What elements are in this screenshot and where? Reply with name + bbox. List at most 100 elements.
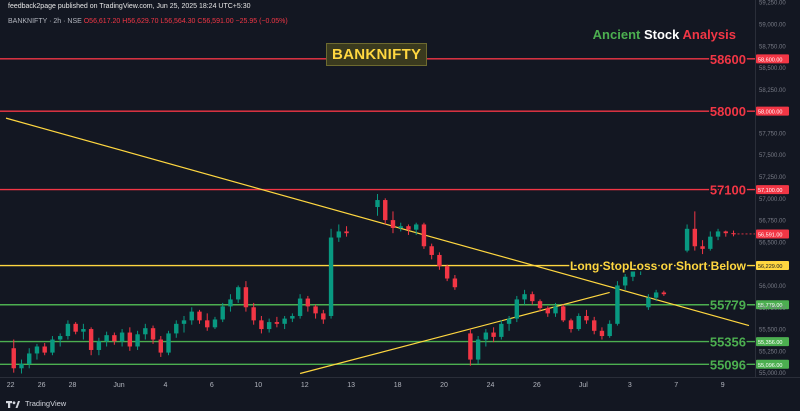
x-tick-label: 4 — [163, 382, 167, 389]
symbol-name: BANKNIFTY · 2h · NSE — [8, 18, 82, 25]
x-tick-label: 18 — [394, 382, 402, 389]
resistance-58000-badge — [756, 106, 789, 116]
y-tick-label: 58,500.00 — [759, 66, 786, 72]
candle-body — [375, 200, 380, 208]
candle-body — [406, 226, 411, 230]
y-tick-label: 57,750.00 — [759, 131, 786, 137]
resistance-58600-label: 58600 — [710, 52, 746, 67]
candle-body — [42, 346, 47, 353]
y-tick-label: 55,000.00 — [759, 371, 786, 377]
support-55356-label: 55356 — [710, 335, 746, 350]
candle-body — [622, 276, 628, 286]
brand-word-3: Analysis — [682, 27, 736, 42]
x-tick-label: 3 — [628, 382, 632, 389]
candle-body — [336, 231, 342, 238]
candle-body — [328, 237, 334, 316]
candle-body — [251, 307, 256, 321]
current-price-badge — [756, 229, 789, 239]
candle-body — [96, 341, 102, 350]
tradingview-logo-text: TradingView — [24, 399, 67, 408]
ohlc-values: O56,617.20 H56,629.70 L56,564.30 C56,591… — [83, 18, 288, 25]
candle-body — [468, 333, 473, 360]
candle-body — [166, 333, 171, 353]
candle-body — [228, 299, 233, 307]
candle-body — [297, 298, 303, 316]
candle-body — [313, 306, 318, 314]
candle-body — [290, 315, 295, 319]
y-tick-label: 57,250.00 — [759, 175, 786, 181]
candle-body — [73, 323, 78, 332]
tradingview-logo-icon — [6, 400, 20, 408]
candle-body — [259, 320, 264, 330]
y-tick-label: 57,000.00 — [759, 197, 786, 203]
candle-body — [135, 334, 140, 347]
y-tick-label: 58,750.00 — [759, 44, 786, 50]
candle-body — [561, 306, 566, 321]
candle-body — [444, 266, 450, 279]
candle-body — [506, 318, 512, 324]
descending-trendline — [5, 117, 750, 327]
symbol-info: BANKNIFTY · 2h · NSE O56,617.20 H56,629.… — [8, 18, 288, 25]
x-tick-label: 22 — [7, 382, 15, 389]
y-tick-label: 58,250.00 — [759, 88, 786, 94]
candle-body — [568, 320, 574, 330]
y-tick-label: 56,000.00 — [759, 284, 786, 290]
candle-body — [475, 339, 481, 360]
candle-body — [282, 318, 287, 324]
candle-body — [530, 294, 535, 302]
support-55096-label: 55096 — [710, 357, 746, 372]
candle-body — [321, 313, 326, 320]
x-tick-label: 7 — [674, 382, 678, 389]
candle-body — [158, 339, 163, 353]
candle-body — [212, 319, 218, 328]
candle-body — [243, 287, 249, 308]
candle-body — [576, 315, 581, 330]
candle-body — [584, 315, 589, 321]
brand-word-2: Stock — [643, 27, 680, 42]
candle-body — [514, 299, 520, 319]
candle-body — [181, 320, 187, 324]
candle-body — [150, 328, 156, 340]
candle-body — [235, 287, 241, 300]
resistance-57100-badge — [756, 185, 789, 195]
candle-body — [708, 236, 713, 249]
x-tick-label: 20 — [440, 382, 448, 389]
candle-body — [127, 332, 133, 347]
current-price-badge-text: 56,591.00 — [758, 232, 782, 238]
resistance-57100-label: 57100 — [710, 183, 746, 198]
candle-body — [344, 231, 349, 234]
candle-body — [305, 298, 311, 307]
y-tick-label: 56,500.00 — [759, 240, 786, 246]
y-tick-label: 55,750.00 — [759, 306, 786, 312]
candle-body — [398, 226, 403, 228]
candle-body — [11, 348, 16, 369]
candle-body — [413, 224, 419, 230]
candle-body — [205, 320, 210, 328]
x-tick-label: 26 — [533, 382, 541, 389]
resistance-57100-badge-text: 57,100.00 — [758, 188, 782, 194]
candle-body — [661, 292, 667, 295]
candle-body — [383, 200, 388, 221]
candle-body — [429, 246, 434, 255]
candle-body — [715, 231, 721, 237]
support-55779-label: 55779 — [710, 298, 746, 313]
candle-body — [592, 320, 597, 331]
candle-body — [723, 231, 728, 234]
candle-body — [615, 285, 620, 324]
brand-word-1: Ancient — [592, 27, 641, 42]
tradingview-footer[interactable]: TradingView — [6, 399, 66, 408]
support-55356-badge — [756, 337, 789, 347]
candle-body — [499, 323, 504, 337]
candle-body — [638, 266, 643, 270]
resistance-58000-badge-text: 58,000.00 — [758, 110, 782, 116]
x-tick-label: 12 — [301, 382, 309, 389]
support-55356-badge-text: 55,356.00 — [758, 340, 782, 346]
candle-body — [143, 328, 148, 335]
candle-body — [266, 322, 272, 330]
resistance-58600-badge-text: 58,600.00 — [758, 57, 782, 63]
candle-body — [50, 339, 55, 353]
candle-body — [197, 311, 202, 321]
candle-body — [88, 329, 94, 350]
candle-body — [630, 269, 636, 277]
support-55779-badge — [756, 300, 789, 310]
